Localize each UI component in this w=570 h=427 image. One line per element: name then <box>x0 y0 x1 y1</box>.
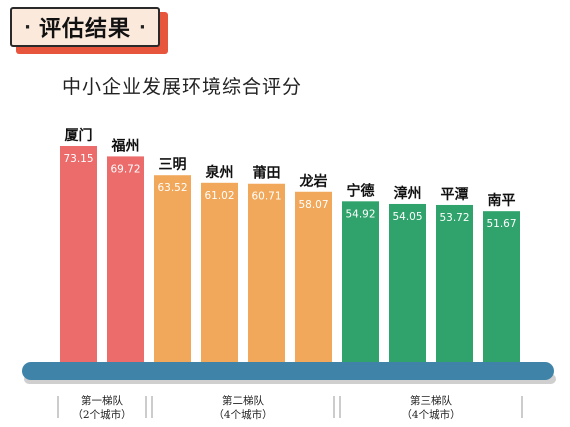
bar-平潭 <box>436 204 473 374</box>
value-label: 58.07 <box>298 199 328 211</box>
badge-dot-right: · <box>139 16 146 38</box>
tier-count-label: （4个城市） <box>213 408 272 421</box>
value-label: 60.71 <box>251 191 281 203</box>
value-label: 54.05 <box>392 211 422 223</box>
chart-title: 中小企业发展环境综合评分 <box>62 76 303 98</box>
value-label: 63.52 <box>157 182 187 194</box>
category-label: 福州 <box>111 137 140 154</box>
value-label: 51.67 <box>486 218 516 230</box>
tier-count-label: （2个城市） <box>72 408 131 421</box>
value-label: 73.15 <box>63 153 93 165</box>
tier-count-label: （4个城市） <box>401 408 460 421</box>
bar-莆田 <box>248 183 285 374</box>
base-bar <box>22 362 554 380</box>
category-label: 泉州 <box>206 164 234 181</box>
bar-宁德 <box>342 201 379 374</box>
category-label: 莆田 <box>253 165 281 182</box>
badge-dot-left: · <box>24 16 31 38</box>
tier-label: 第二梯队 <box>222 394 264 407</box>
category-label: 南平 <box>488 192 516 209</box>
category-label: 厦门 <box>65 127 93 144</box>
bar-福州 <box>107 156 144 374</box>
bar-龙岩 <box>295 191 332 374</box>
bar-泉州 <box>201 182 238 374</box>
value-label: 53.72 <box>439 212 469 224</box>
category-label: 三明 <box>159 157 187 173</box>
bar-厦门 <box>60 145 97 374</box>
category-label: 龙岩 <box>299 173 328 190</box>
page-title: 评估结果 <box>38 17 131 42</box>
bar-南平 <box>483 211 520 374</box>
value-label: 61.02 <box>204 190 234 202</box>
tier-label: 第三梯队 <box>410 394 452 407</box>
tier-label: 第一梯队 <box>81 394 123 407</box>
bar-漳州 <box>389 203 426 374</box>
category-label: 漳州 <box>394 185 422 202</box>
title-badge: · 评估结果 · <box>10 7 160 47</box>
category-label: 宁德 <box>347 182 375 199</box>
category-label: 平潭 <box>441 186 469 203</box>
bar-三明 <box>154 175 191 374</box>
value-label: 69.72 <box>110 163 140 175</box>
value-label: 54.92 <box>345 208 375 220</box>
